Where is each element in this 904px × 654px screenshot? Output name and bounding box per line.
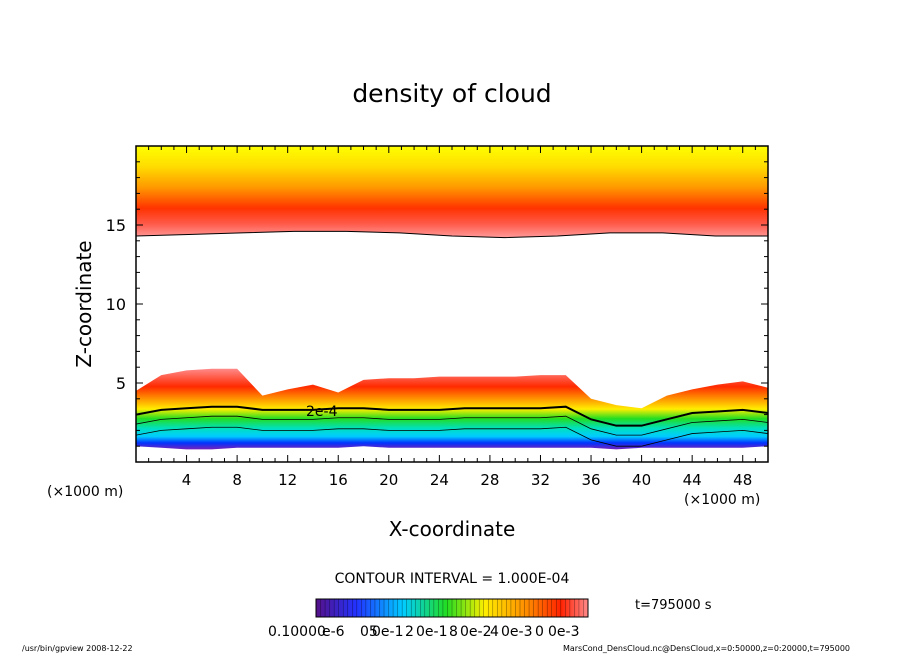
y-tick-label: 5: [116, 374, 126, 393]
upper-band-contour: [136, 230, 768, 239]
time-label: t=795000 s: [635, 598, 712, 613]
y-axis-ticks: 5 10 15: [106, 145, 768, 463]
plot-area: [136, 146, 768, 462]
y-axis-label: Z-coordinate: [72, 240, 96, 367]
x-tick-label: 16: [329, 471, 348, 489]
colorbar-label: e-6: [322, 624, 345, 640]
x-tick-label: 44: [683, 471, 702, 489]
x-tick-label: 28: [480, 471, 499, 489]
contour-1e-4-line: [136, 415, 768, 436]
x-tick-label: 36: [581, 471, 600, 489]
x-unit-right: (×1000 m): [684, 492, 760, 508]
x-unit-left: (×1000 m): [47, 484, 123, 500]
chart-title: density of cloud: [352, 79, 551, 108]
colorbar-label: 0.10000: [268, 624, 326, 640]
colorbar-label: 0e-3: [548, 624, 579, 640]
x-tick-label: 8: [232, 471, 242, 489]
footer-program: /usr/bin/gpview 2008-12-22: [22, 644, 133, 653]
colorbar-label: 2: [405, 624, 414, 640]
colorbar-label: 0e-3: [501, 624, 532, 640]
y-tick-label: 15: [106, 216, 126, 235]
y-tick-label: 10: [106, 295, 126, 314]
footer-source: MarsCond_DensCloud.nc@DensCloud,x=0:5000…: [563, 644, 850, 653]
colorbar-label: 0e-1: [372, 624, 403, 640]
contour-interval: CONTOUR INTERVAL = 1.000E-04: [335, 571, 570, 587]
x-tick-label: 40: [632, 471, 651, 489]
x-tick-label: 12: [278, 471, 297, 489]
x-tick-label: 20: [379, 471, 398, 489]
colorbar-divisions: [320, 599, 584, 617]
colorbar-label: 05: [360, 624, 378, 640]
x-tick-label: 32: [531, 471, 550, 489]
colorbar-label: 0: [535, 624, 544, 640]
contour-low-line: [136, 426, 768, 447]
contour-2e-4-line: [136, 405, 768, 427]
x-tick-label: 48: [733, 471, 752, 489]
x-tick-label: 4: [182, 471, 192, 489]
contour-label: 2e-4: [306, 404, 338, 420]
colorbar-label: 0e-2: [460, 624, 491, 640]
upper-cloud-band: [136, 146, 768, 238]
x-tick-label: 24: [430, 471, 449, 489]
colorbar-label: 0e-1: [416, 624, 447, 640]
colorbar-label: 4: [490, 624, 499, 640]
x-axis-label: X-coordinate: [389, 517, 516, 541]
colorbar-label: 8: [449, 624, 458, 640]
x-axis-ticks: 4 8 12 16 20 24 28 32 36 40 44 48: [135, 146, 769, 489]
